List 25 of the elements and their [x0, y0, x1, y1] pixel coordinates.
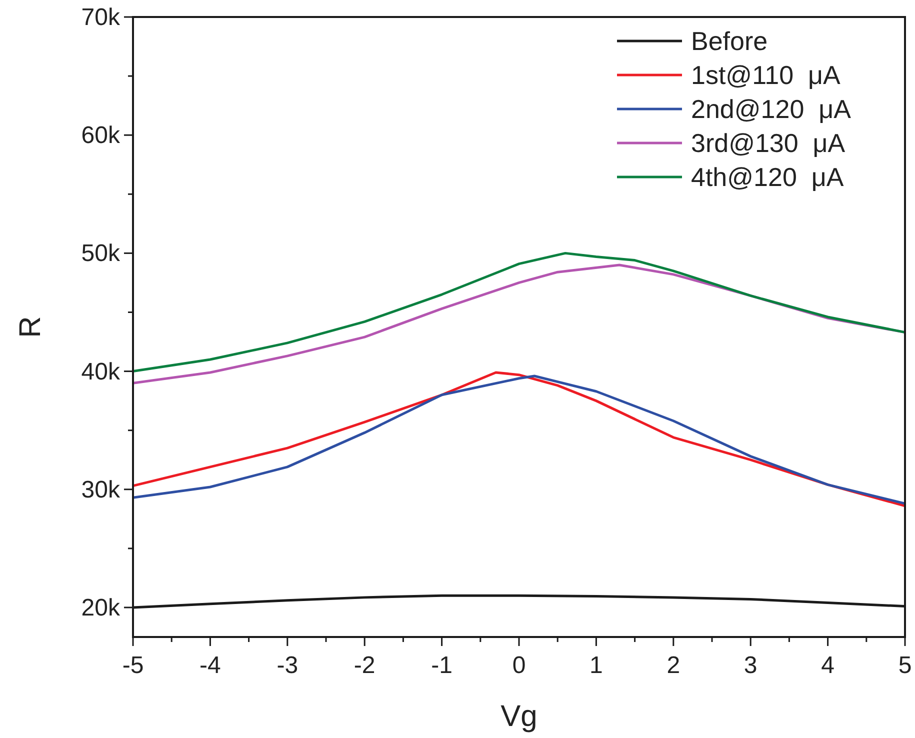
x-tick-label: 3 [744, 652, 758, 679]
y-tick-label: 70k [81, 4, 121, 31]
x-tick-label: 4 [821, 652, 834, 679]
legend-label: 4th@120 μA [691, 162, 844, 192]
x-tick-label: -1 [431, 652, 452, 679]
legend-label: Before [691, 26, 768, 56]
x-tick-label: -4 [200, 652, 221, 679]
y-tick-label: 30k [81, 476, 121, 504]
x-tick-label: -2 [354, 652, 376, 679]
legend-label: 1st@110 μA [691, 60, 841, 90]
line-series [132, 252, 906, 373]
x-axis-title: Vg [500, 700, 538, 733]
x-tick-label: 0 [512, 652, 526, 679]
x-tick-label: -5 [122, 652, 144, 679]
y-tick-label: 50k [81, 240, 121, 268]
y-tick-label: 20k [81, 594, 121, 622]
y-tick-label: 40k [81, 358, 121, 386]
x-tick-label: 2 [666, 652, 680, 679]
y-axis-title: R [14, 316, 47, 338]
legend-label: 3rd@130 μA [691, 128, 846, 158]
y-tick-label: 60k [81, 122, 121, 150]
x-tick-label: 5 [898, 652, 912, 679]
legend-label: 2nd@120 μA [691, 94, 852, 124]
x-tick-label: -3 [276, 652, 298, 679]
x-tick-label: 1 [590, 652, 603, 679]
